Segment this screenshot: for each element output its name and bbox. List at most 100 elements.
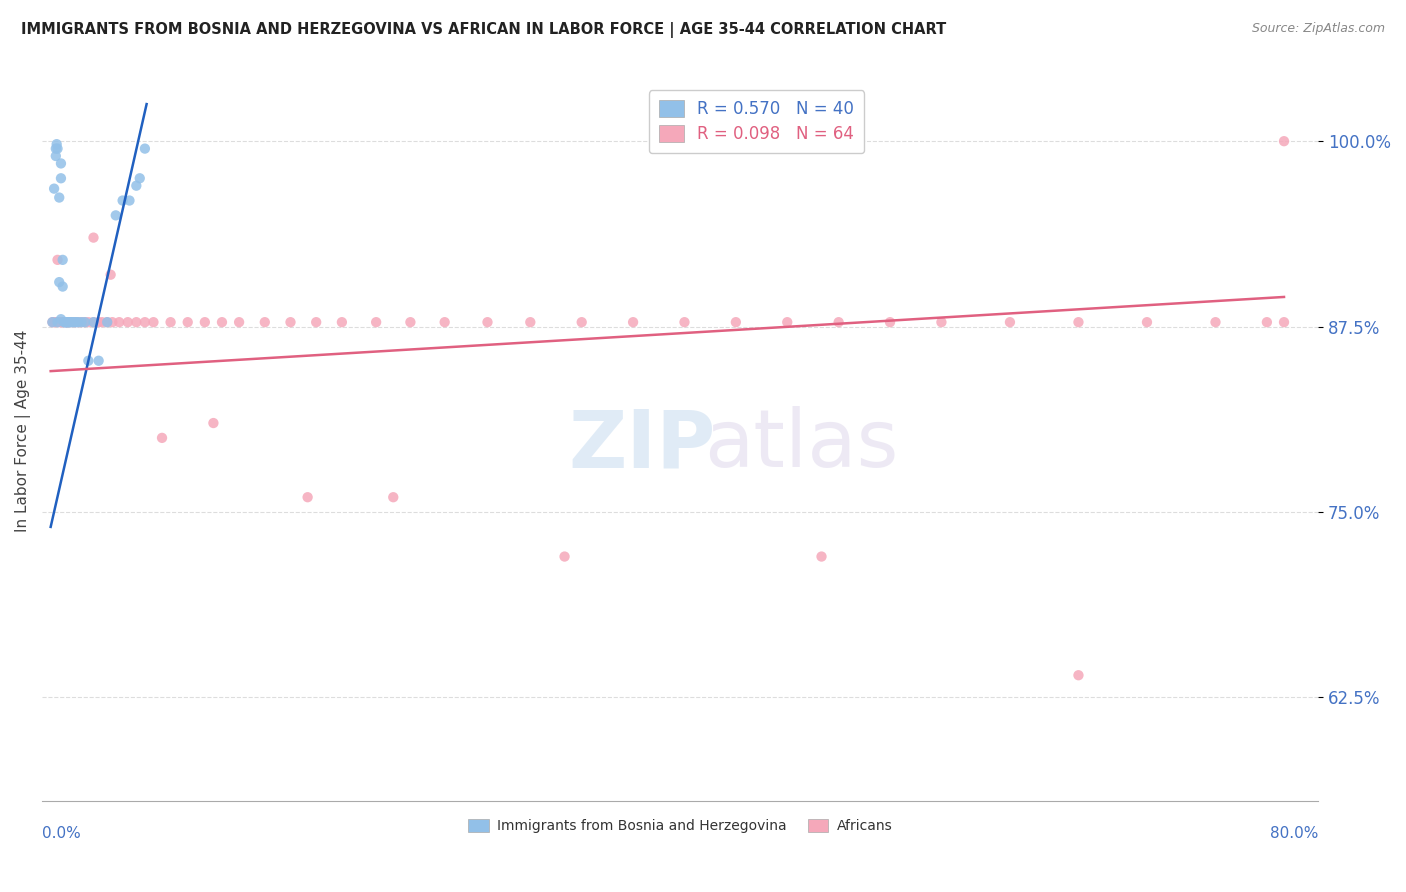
Point bbox=[52, 279, 75, 293]
Point bbox=[48, 275, 70, 289]
Point bbox=[433, 315, 456, 329]
Point bbox=[519, 315, 541, 329]
Text: ZIP: ZIP bbox=[568, 406, 716, 484]
Text: IMMIGRANTS FROM BOSNIA AND HERZEGOVINA VS AFRICAN IN LABOR FORCE | AGE 35-44 COR: IMMIGRANTS FROM BOSNIA AND HERZEGOVINA V… bbox=[21, 22, 946, 38]
Point bbox=[228, 315, 250, 329]
Point bbox=[70, 315, 93, 329]
Point bbox=[52, 315, 75, 329]
Point bbox=[101, 315, 124, 329]
Point bbox=[56, 315, 79, 329]
Point bbox=[55, 315, 77, 329]
Point bbox=[56, 315, 79, 329]
Point bbox=[399, 315, 422, 329]
Point bbox=[67, 315, 90, 329]
Point bbox=[42, 315, 65, 329]
Point bbox=[60, 315, 83, 329]
Point bbox=[1272, 134, 1295, 148]
Point bbox=[134, 142, 156, 156]
Point bbox=[41, 315, 63, 329]
Point bbox=[1136, 315, 1159, 329]
Point bbox=[73, 315, 96, 329]
Point bbox=[554, 549, 576, 564]
Point bbox=[297, 490, 319, 504]
Point bbox=[42, 182, 65, 196]
Point bbox=[83, 315, 105, 329]
Point bbox=[63, 315, 86, 329]
Point bbox=[53, 315, 76, 329]
Point bbox=[159, 315, 181, 329]
Point bbox=[125, 178, 148, 193]
Point bbox=[128, 171, 150, 186]
Point bbox=[58, 315, 80, 329]
Point bbox=[879, 315, 901, 329]
Point bbox=[382, 490, 405, 504]
Point bbox=[48, 190, 70, 204]
Point bbox=[202, 416, 225, 430]
Point bbox=[63, 315, 86, 329]
Point bbox=[96, 315, 118, 329]
Text: Source: ZipAtlas.com: Source: ZipAtlas.com bbox=[1251, 22, 1385, 36]
Point bbox=[45, 149, 67, 163]
Point bbox=[1256, 315, 1278, 329]
Point bbox=[621, 315, 644, 329]
Point bbox=[194, 315, 217, 329]
Point bbox=[366, 315, 388, 329]
Point bbox=[55, 315, 77, 329]
Point bbox=[45, 137, 67, 152]
Point bbox=[477, 315, 499, 329]
Point bbox=[53, 315, 76, 329]
Point bbox=[73, 315, 96, 329]
Point bbox=[111, 194, 134, 208]
Y-axis label: In Labor Force | Age 35-44: In Labor Force | Age 35-44 bbox=[15, 329, 31, 532]
Point bbox=[87, 315, 110, 329]
Point bbox=[83, 315, 105, 329]
Point bbox=[673, 315, 696, 329]
Point bbox=[87, 353, 110, 368]
Point bbox=[305, 315, 328, 329]
Point bbox=[60, 315, 83, 329]
Point bbox=[1205, 315, 1227, 329]
Point bbox=[49, 171, 72, 186]
Point bbox=[56, 315, 79, 329]
Point bbox=[211, 315, 233, 329]
Point bbox=[108, 315, 131, 329]
Point bbox=[134, 315, 156, 329]
Text: 0.0%: 0.0% bbox=[42, 826, 82, 841]
Point bbox=[45, 315, 67, 329]
Point bbox=[77, 315, 100, 329]
Point bbox=[776, 315, 799, 329]
Point bbox=[827, 315, 849, 329]
Point bbox=[931, 315, 953, 329]
Point bbox=[53, 315, 76, 329]
Point bbox=[55, 315, 77, 329]
Legend: R = 0.570   N = 40, R = 0.098   N = 64: R = 0.570 N = 40, R = 0.098 N = 64 bbox=[650, 90, 865, 153]
Text: 80.0%: 80.0% bbox=[1270, 826, 1319, 841]
Point bbox=[1067, 315, 1090, 329]
Point bbox=[49, 315, 72, 329]
Point bbox=[96, 315, 118, 329]
Point bbox=[41, 315, 63, 329]
Point bbox=[45, 142, 67, 156]
Point bbox=[118, 194, 141, 208]
Point bbox=[724, 315, 747, 329]
Point bbox=[67, 315, 90, 329]
Point bbox=[83, 230, 105, 244]
Point bbox=[70, 315, 93, 329]
Point bbox=[77, 353, 100, 368]
Point bbox=[1067, 668, 1090, 682]
Point bbox=[810, 549, 832, 564]
Point bbox=[52, 252, 75, 267]
Point bbox=[46, 142, 69, 156]
Point bbox=[142, 315, 165, 329]
Point bbox=[100, 268, 122, 282]
Point bbox=[104, 208, 127, 222]
Point bbox=[177, 315, 200, 329]
Point bbox=[46, 315, 69, 329]
Point bbox=[46, 252, 69, 267]
Point bbox=[1272, 315, 1295, 329]
Point bbox=[280, 315, 302, 329]
Text: atlas: atlas bbox=[704, 406, 898, 484]
Point bbox=[150, 431, 173, 445]
Point bbox=[117, 315, 139, 329]
Point bbox=[571, 315, 593, 329]
